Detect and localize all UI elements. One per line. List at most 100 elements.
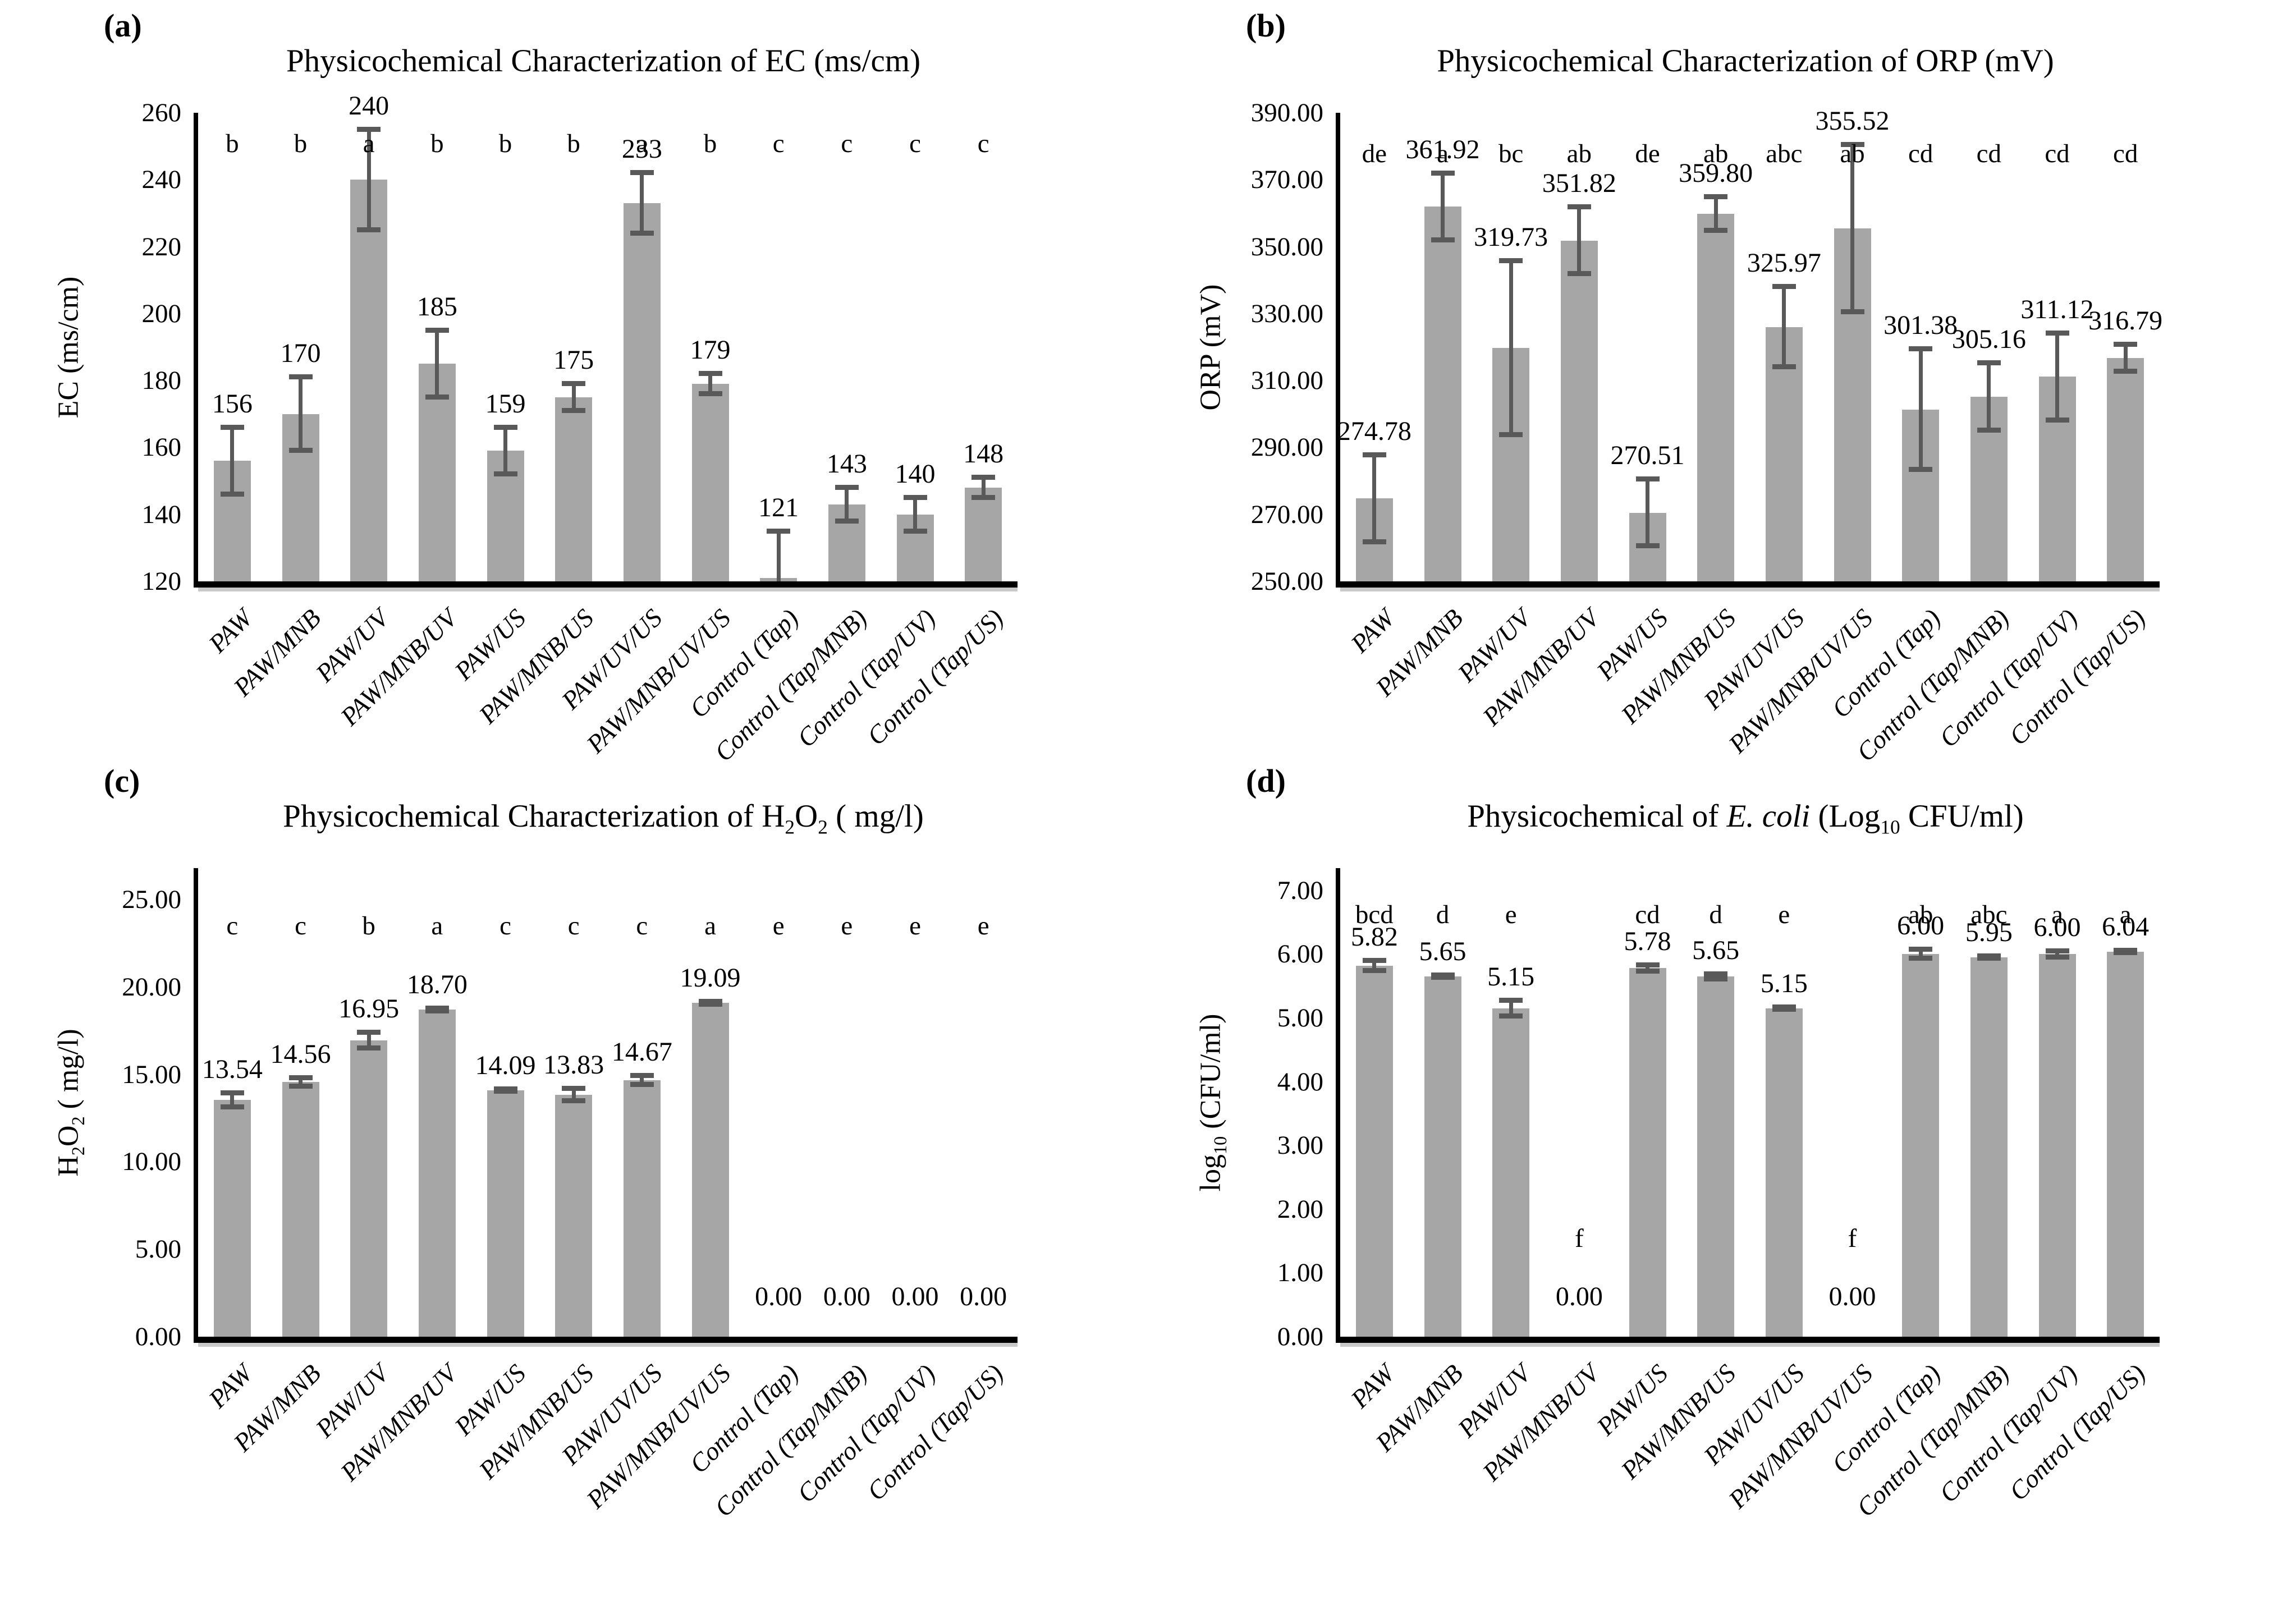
error-bar-cap-bottom [288,448,313,453]
y-axis-tick-label: 270.00 [1250,499,1323,529]
error-bar-cap-bottom [1567,271,1591,277]
error-bar-cap-top [220,1090,244,1095]
significance-letter: cd [2112,139,2138,168]
panel-label: (b) [1246,7,1286,44]
y-axis-label: log10 (CFU/ml) [1194,1013,1230,1191]
bar [487,1090,524,1337]
axis-baseline-shadow [198,588,1018,591]
error-bar [571,1089,576,1102]
y-axis-tick-label: 15.00 [122,1059,181,1089]
error-bar-cap-top [1431,972,1455,978]
bar-value-label: 6.00 [1897,911,1945,941]
error-bar-cap-bottom [425,394,449,400]
y-axis-tick-label: 290.00 [1250,433,1323,462]
error-bar-cap-bottom [630,1081,654,1087]
y-axis-tick-label: 140 [141,499,182,529]
significance-letter: e [841,911,853,941]
error-bar [1646,965,1649,972]
error-bar-cap-bottom [493,471,517,477]
y-axis-label: ORP (mV) [1194,284,1227,410]
y-axis-tick-label: 3.00 [1277,1131,1323,1160]
error-bar-cap-top [1772,1004,1796,1010]
bar-value-label: 148 [963,439,1004,469]
error-bar-cap-top [425,1005,449,1011]
bar-value-label: 351.82 [1542,168,1616,199]
bar-value-label: 325.97 [1747,248,1821,278]
significance-letter: a [2051,900,2063,929]
bar-value-label: 0.00 [1828,1282,1876,1311]
error-bar-cap-bottom [562,1098,586,1104]
bar-value-label: 0.00 [755,1282,803,1311]
bar [623,203,661,581]
bar [418,1010,456,1337]
significance-letter: e [772,911,785,941]
error-bar-cap-top [1635,962,1660,967]
y-axis-tick-label: 180 [141,366,182,396]
significance-letter: cd [2045,139,2070,168]
error-bar-cap-top [2114,341,2138,347]
error-bar [1646,479,1649,547]
significance-letter: d [1436,900,1450,929]
significance-letter: f [1848,1224,1857,1253]
significance-letter: a [431,911,443,941]
significance-letter: c [977,129,989,158]
bar [1424,976,1461,1337]
error-bar-cap-top [357,126,381,132]
significance-letter: cd [1635,900,1660,929]
bar-value-label: 270.51 [1610,441,1685,471]
error-bar-cap-bottom [1431,237,1455,243]
plot-area: 250.00 270.00 290.00 310.00 330.00 350.00 370.… [1195,98,2163,767]
plot-area: 0.00 5.00 10.00 15.00 20.00 25.00 H2O2 ( mg/l)… [53,868,1018,1522]
error-bar-cap-top [1362,452,1386,457]
significance-letter: a [1437,139,1449,168]
bar-value-label: 5.78 [1624,926,1671,956]
bar-value-label: 18.70 [406,969,468,999]
figure-physicochemical-characterization: (a) Physicochemical Characterization of E… [53,7,2290,1522]
significance-letter: ab [1908,900,1933,929]
bar-value-label: 319.73 [1474,222,1548,253]
y-axis-tick-label: 260 [141,98,182,127]
bar-value-label: 233 [621,134,662,164]
significance-letter: a [363,129,375,158]
y-axis-tick-label: 370.00 [1250,165,1323,195]
error-bar [571,384,576,411]
axis-baseline-shadow [1340,588,2160,591]
error-bar-cap-top [1909,947,1933,952]
significance-letter: bc [1498,139,1524,168]
error-bar [1782,287,1786,368]
error-bar [2055,951,2059,958]
error-bar-cap-top [425,327,449,333]
error-bar-cap-top [1362,957,1386,963]
error-bar [2055,333,2059,420]
bar-value-label: 121 [758,492,799,522]
error-bar [230,427,235,494]
bar-value-label: 6.00 [2033,912,2081,942]
y-axis-tick-label: 0.00 [135,1322,181,1351]
error-bar-cap-bottom [1977,956,2001,961]
bar [350,180,388,581]
significance-letter: c [295,911,306,941]
panel-label: (c) [104,763,140,799]
significance-letter: d [1709,900,1722,929]
significance-letter: c [567,911,580,941]
error-bar-cap-top [1431,170,1455,176]
error-bar-cap-top [1499,258,1523,264]
error-bar-cap-top [562,381,586,387]
bar-value-label: 0.00 [823,1282,870,1311]
error-bar [1372,455,1377,542]
error-bar-cap-bottom [835,518,859,524]
panel-d-ecoli-chart: (d) Physicochemical of E. coli (Log10 CFU… [1162,759,2290,1522]
y-axis-tick-label: 250.00 [1250,567,1323,596]
error-bar-cap-bottom [288,1084,313,1089]
bar [1560,240,1598,581]
panel-label: (d) [1246,763,1286,799]
chart-title: Physicochemical Characterization of EC (… [286,43,921,79]
bar-value-label: 156 [212,388,253,419]
error-bar [640,173,644,233]
error-bar-cap-bottom [562,407,586,413]
bar-value-label: 305.16 [1951,324,2026,355]
error-bar [1372,960,1377,971]
error-bar-cap-top [1499,998,1523,1003]
bar-value-label: 14.09 [475,1050,536,1081]
error-bar-cap-bottom [1499,1013,1523,1019]
